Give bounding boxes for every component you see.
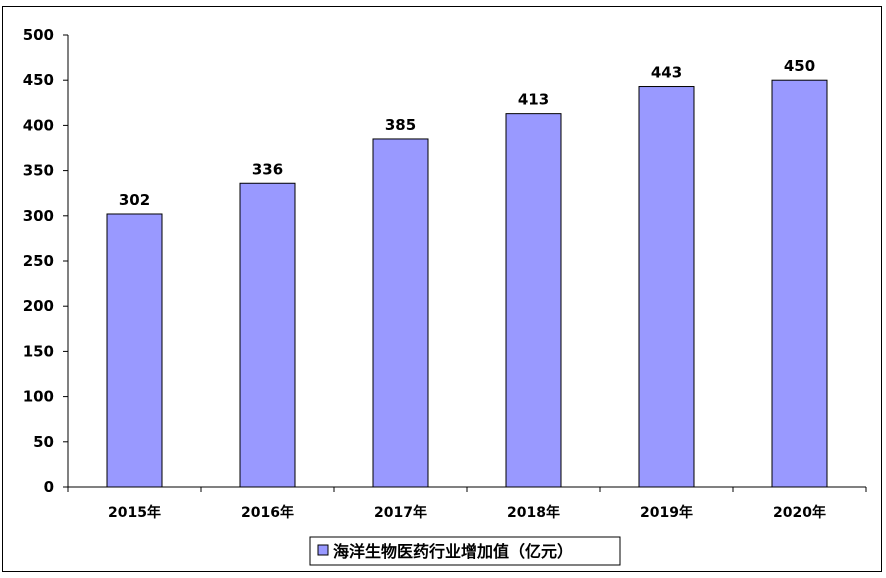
- x-tick-label: 2017年: [374, 504, 427, 521]
- data-label: 302: [119, 191, 150, 209]
- bar-2019年: [638, 86, 695, 488]
- x-axis: 2015年 2016年 2017年 2018年 2019年 2020年: [67, 486, 867, 521]
- y-tick-label: 50: [33, 433, 54, 451]
- y-axis: 0 50 100 150 200 250 300 350 400 450 500: [23, 26, 69, 496]
- data-labels: 302 336 385 413 443 450: [119, 57, 815, 209]
- y-tick-label: 150: [23, 342, 54, 360]
- data-label: 385: [385, 116, 416, 134]
- bar-series: [106, 79, 828, 488]
- legend-box: [309, 536, 621, 566]
- legend: 海洋生物医药行业增加值（亿元）: [309, 536, 621, 566]
- x-tick-label: 2019年: [640, 504, 693, 521]
- bar-2017年: [372, 138, 429, 488]
- legend-label: 海洋生物医药行业增加值（亿元）: [333, 542, 573, 561]
- x-tick-label: 2018年: [507, 504, 560, 521]
- y-tick-label: 100: [23, 388, 54, 406]
- y-tick-label: 300: [23, 207, 54, 225]
- bar-2015年: [106, 213, 163, 488]
- y-tick-label: 450: [23, 71, 54, 89]
- bar-2018年: [505, 113, 562, 488]
- data-label: 443: [651, 64, 682, 82]
- bar-2020年: [771, 79, 828, 488]
- legend-swatch: [317, 544, 329, 556]
- x-tick-label: 2016年: [241, 504, 294, 521]
- y-tick-label: 200: [23, 297, 54, 315]
- data-label: 450: [784, 57, 815, 75]
- y-tick-label: 250: [23, 252, 54, 270]
- x-tick-label: 2020年: [773, 504, 826, 521]
- y-tick-label: 500: [23, 26, 54, 44]
- y-tick-label: 0: [44, 478, 54, 496]
- y-tick-label: 350: [23, 162, 54, 180]
- y-tick-label: 400: [23, 116, 54, 134]
- data-label: 336: [252, 160, 283, 178]
- bar-2016年: [239, 182, 296, 488]
- x-tick-label: 2015年: [108, 504, 161, 521]
- data-label: 413: [518, 91, 549, 109]
